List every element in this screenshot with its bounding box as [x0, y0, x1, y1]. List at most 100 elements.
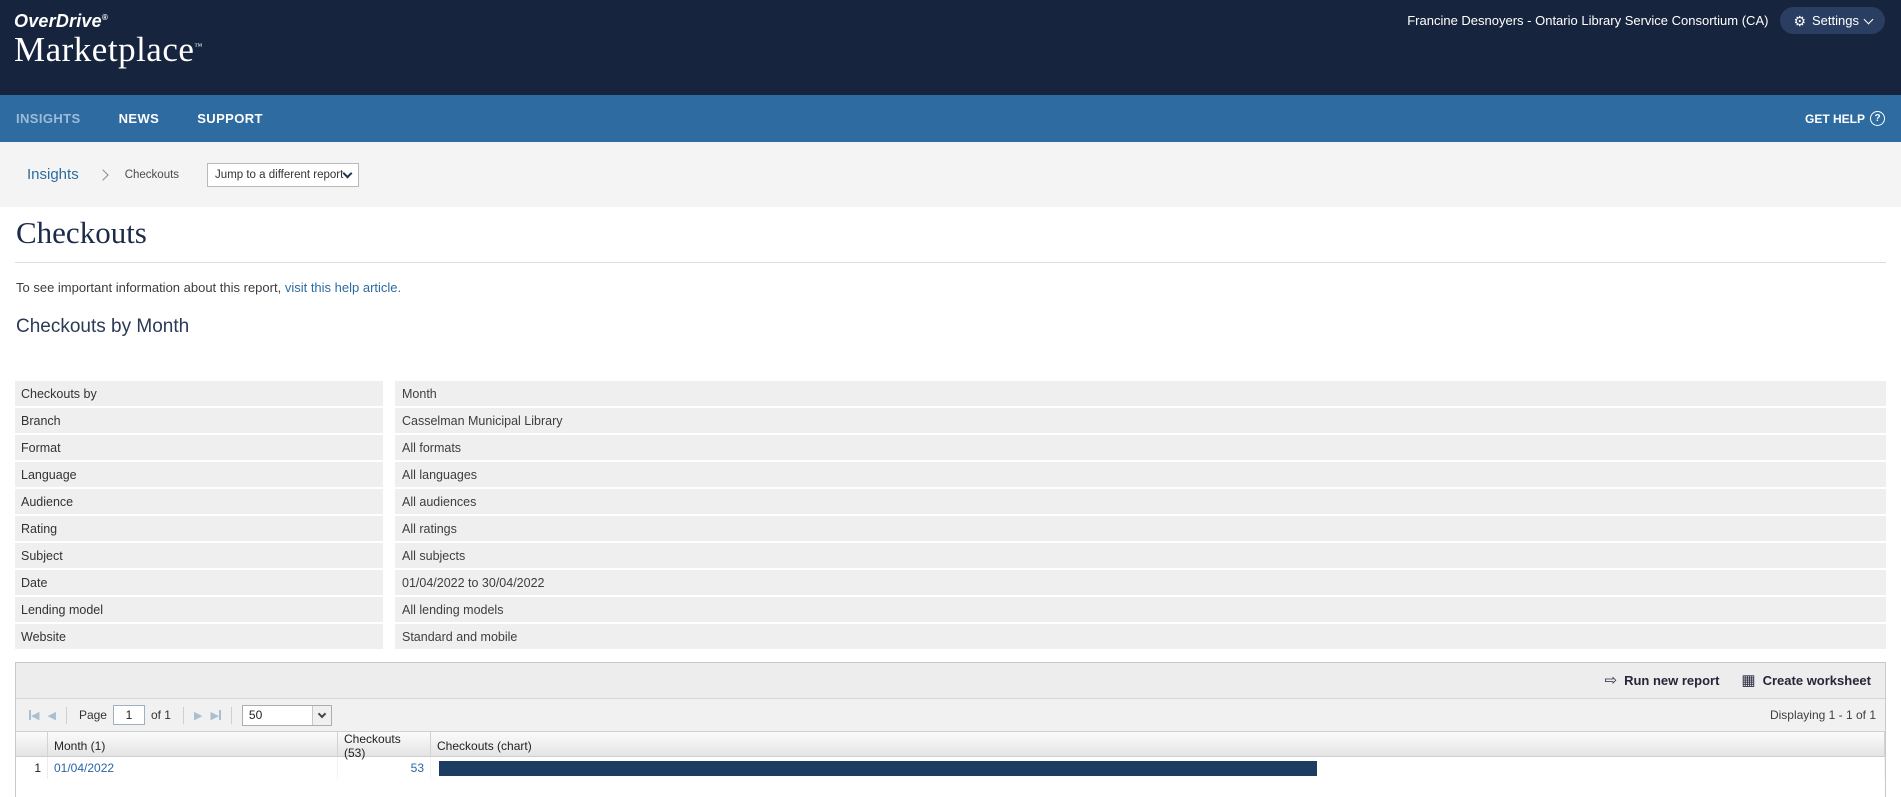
first-page-button[interactable]: ◀ [29, 709, 40, 722]
overdrive-marketplace-logo: OverDrive® Marketplace™ [14, 12, 203, 67]
row-number: 1 [16, 757, 48, 779]
criteria-value: Standard and mobile [395, 624, 1886, 649]
chart-cell [431, 757, 1885, 779]
trademark-mark: ™ [194, 41, 203, 51]
criteria-row: Checkouts by Month [15, 381, 1886, 406]
section-heading: Checkouts by Month [16, 316, 190, 337]
criteria-label: Language [15, 462, 383, 487]
page-size-dropdown[interactable]: 50 [241, 704, 332, 726]
column-gap [383, 543, 395, 568]
breadcrumb-insights-link[interactable]: Insights [27, 166, 79, 183]
nav-item-insights[interactable]: INSIGHTS [16, 111, 81, 126]
separator [182, 706, 184, 724]
gear-icon: ⚙ [1793, 12, 1807, 29]
criteria-row: Language All languages [15, 462, 1886, 487]
checkouts-cell: 53 [338, 757, 431, 779]
chevron-down-icon [342, 168, 353, 178]
criteria-label: Lending model [15, 597, 383, 622]
breadcrumb: Insights Checkouts Jump to a different r… [0, 142, 1901, 207]
criteria-row: Format All formats [15, 435, 1886, 460]
month-link[interactable]: 01/04/2022 [54, 761, 115, 775]
criteria-row: Subject All subjects [15, 543, 1886, 568]
page-number-input[interactable] [112, 705, 145, 725]
column-gap [383, 516, 395, 541]
column-gap [383, 435, 395, 460]
criteria-row: Website Standard and mobile [15, 624, 1886, 649]
column-header[interactable]: Checkouts (chart) [431, 732, 1885, 760]
column-gap [383, 462, 395, 487]
main-nav: INSIGHTS NEWS SUPPORT GET HELP ? [0, 95, 1901, 142]
settings-label: Settings [1812, 13, 1859, 28]
column-gap [383, 597, 395, 622]
help-question-icon: ? [1870, 111, 1885, 126]
page-title: Checkouts [16, 215, 147, 250]
separator [230, 706, 232, 724]
pagination-bar: ◀ ◀ Page of 1 ▶ ▶ 50 Displaying 1 - 1 of… [16, 699, 1885, 732]
create-worksheet-label: Create worksheet [1762, 673, 1871, 688]
next-page-button[interactable]: ▶ [193, 709, 203, 722]
criteria-value: Casselman Municipal Library [395, 408, 1886, 433]
criteria-label: Audience [15, 489, 383, 514]
month-cell: 01/04/2022 [48, 757, 338, 779]
criteria-label: Website [15, 624, 383, 649]
logo-overdrive: OverDrive® [14, 11, 108, 31]
help-article-link[interactable]: visit this help article. [284, 280, 402, 295]
help-text-prefix: To see important information about this … [16, 280, 285, 295]
criteria-row: Audience All audiences [15, 489, 1886, 514]
column-gap [383, 381, 395, 406]
checkouts-bar [439, 760, 1317, 776]
table-row: 1 01/04/2022 53 [16, 757, 1885, 779]
report-criteria-table: Checkouts by Month Branch Casselman Municip… [15, 381, 1886, 649]
row-number-header [16, 732, 48, 760]
column-header[interactable]: Checkouts (53) [338, 732, 431, 760]
criteria-row: Branch Casselman Municipal Library [15, 408, 1886, 433]
criteria-label: Checkouts by [15, 381, 383, 406]
logo-marketplace: Marketplace™ [14, 30, 203, 69]
column-gap [383, 489, 395, 514]
chevron-down-icon [317, 709, 327, 718]
criteria-value: Month [395, 381, 1886, 406]
last-page-button[interactable]: ▶ [210, 709, 221, 722]
displaying-range-label: Displaying 1 - 1 of 1 [1769, 708, 1876, 722]
jump-report-value: Jump to a different report [215, 168, 344, 181]
criteria-row: Date 01/04/2022 to 30/04/2022 [15, 570, 1886, 595]
page-of-label: of 1 [150, 708, 171, 722]
dropdown-button[interactable] [311, 705, 331, 725]
run-new-report-button[interactable]: ⇨ Run new report [1605, 673, 1720, 688]
column-gap [383, 408, 395, 433]
criteria-value: All lending models [395, 597, 1886, 622]
title-divider [15, 262, 1886, 263]
get-help-button[interactable]: GET HELP ? [1805, 111, 1885, 126]
criteria-row: Rating All ratings [15, 516, 1886, 541]
criteria-value: All subjects [395, 543, 1886, 568]
page-size-value: 50 [248, 708, 263, 722]
chevron-down-icon [1863, 14, 1874, 24]
criteria-row: Lending model All lending models [15, 597, 1886, 622]
criteria-value: All formats [395, 435, 1886, 460]
criteria-value: All ratings [395, 516, 1886, 541]
settings-button[interactable]: ⚙ Settings [1780, 7, 1885, 34]
get-help-label: GET HELP [1804, 111, 1865, 126]
create-worksheet-button[interactable]: ▦ Create worksheet [1741, 673, 1871, 688]
criteria-label: Date [15, 570, 383, 595]
breadcrumb-current: Checkouts [124, 168, 180, 181]
criteria-label: Branch [15, 408, 383, 433]
criteria-value: All languages [395, 462, 1886, 487]
criteria-label: Subject [15, 543, 383, 568]
worksheet-grid-icon: ▦ [1741, 672, 1756, 689]
criteria-label: Format [15, 435, 383, 460]
column-header[interactable]: Month (1) [48, 732, 338, 760]
chevron-right-icon [97, 168, 109, 181]
results-table-header: Month (1) Checkouts (53) Checkouts (chart) [16, 732, 1885, 760]
separator [65, 706, 67, 724]
results-panel: ⇨ Run new report ▦ Create worksheet ◀ ◀ … [15, 662, 1886, 797]
nav-item-support[interactable]: SUPPORT [197, 111, 263, 126]
prev-page-button[interactable]: ◀ [47, 709, 56, 722]
nav-item-news[interactable]: NEWS [118, 111, 160, 126]
column-gap [383, 624, 395, 649]
criteria-value: 01/04/2022 to 30/04/2022 [395, 570, 1886, 595]
results-table-body: 1 01/04/2022 53 [16, 757, 1885, 779]
app-header: OverDrive® Marketplace™ Francine Desnoye… [0, 0, 1901, 95]
checkouts-value: 53 [410, 761, 424, 775]
jump-report-dropdown[interactable]: Jump to a different report [207, 162, 360, 187]
